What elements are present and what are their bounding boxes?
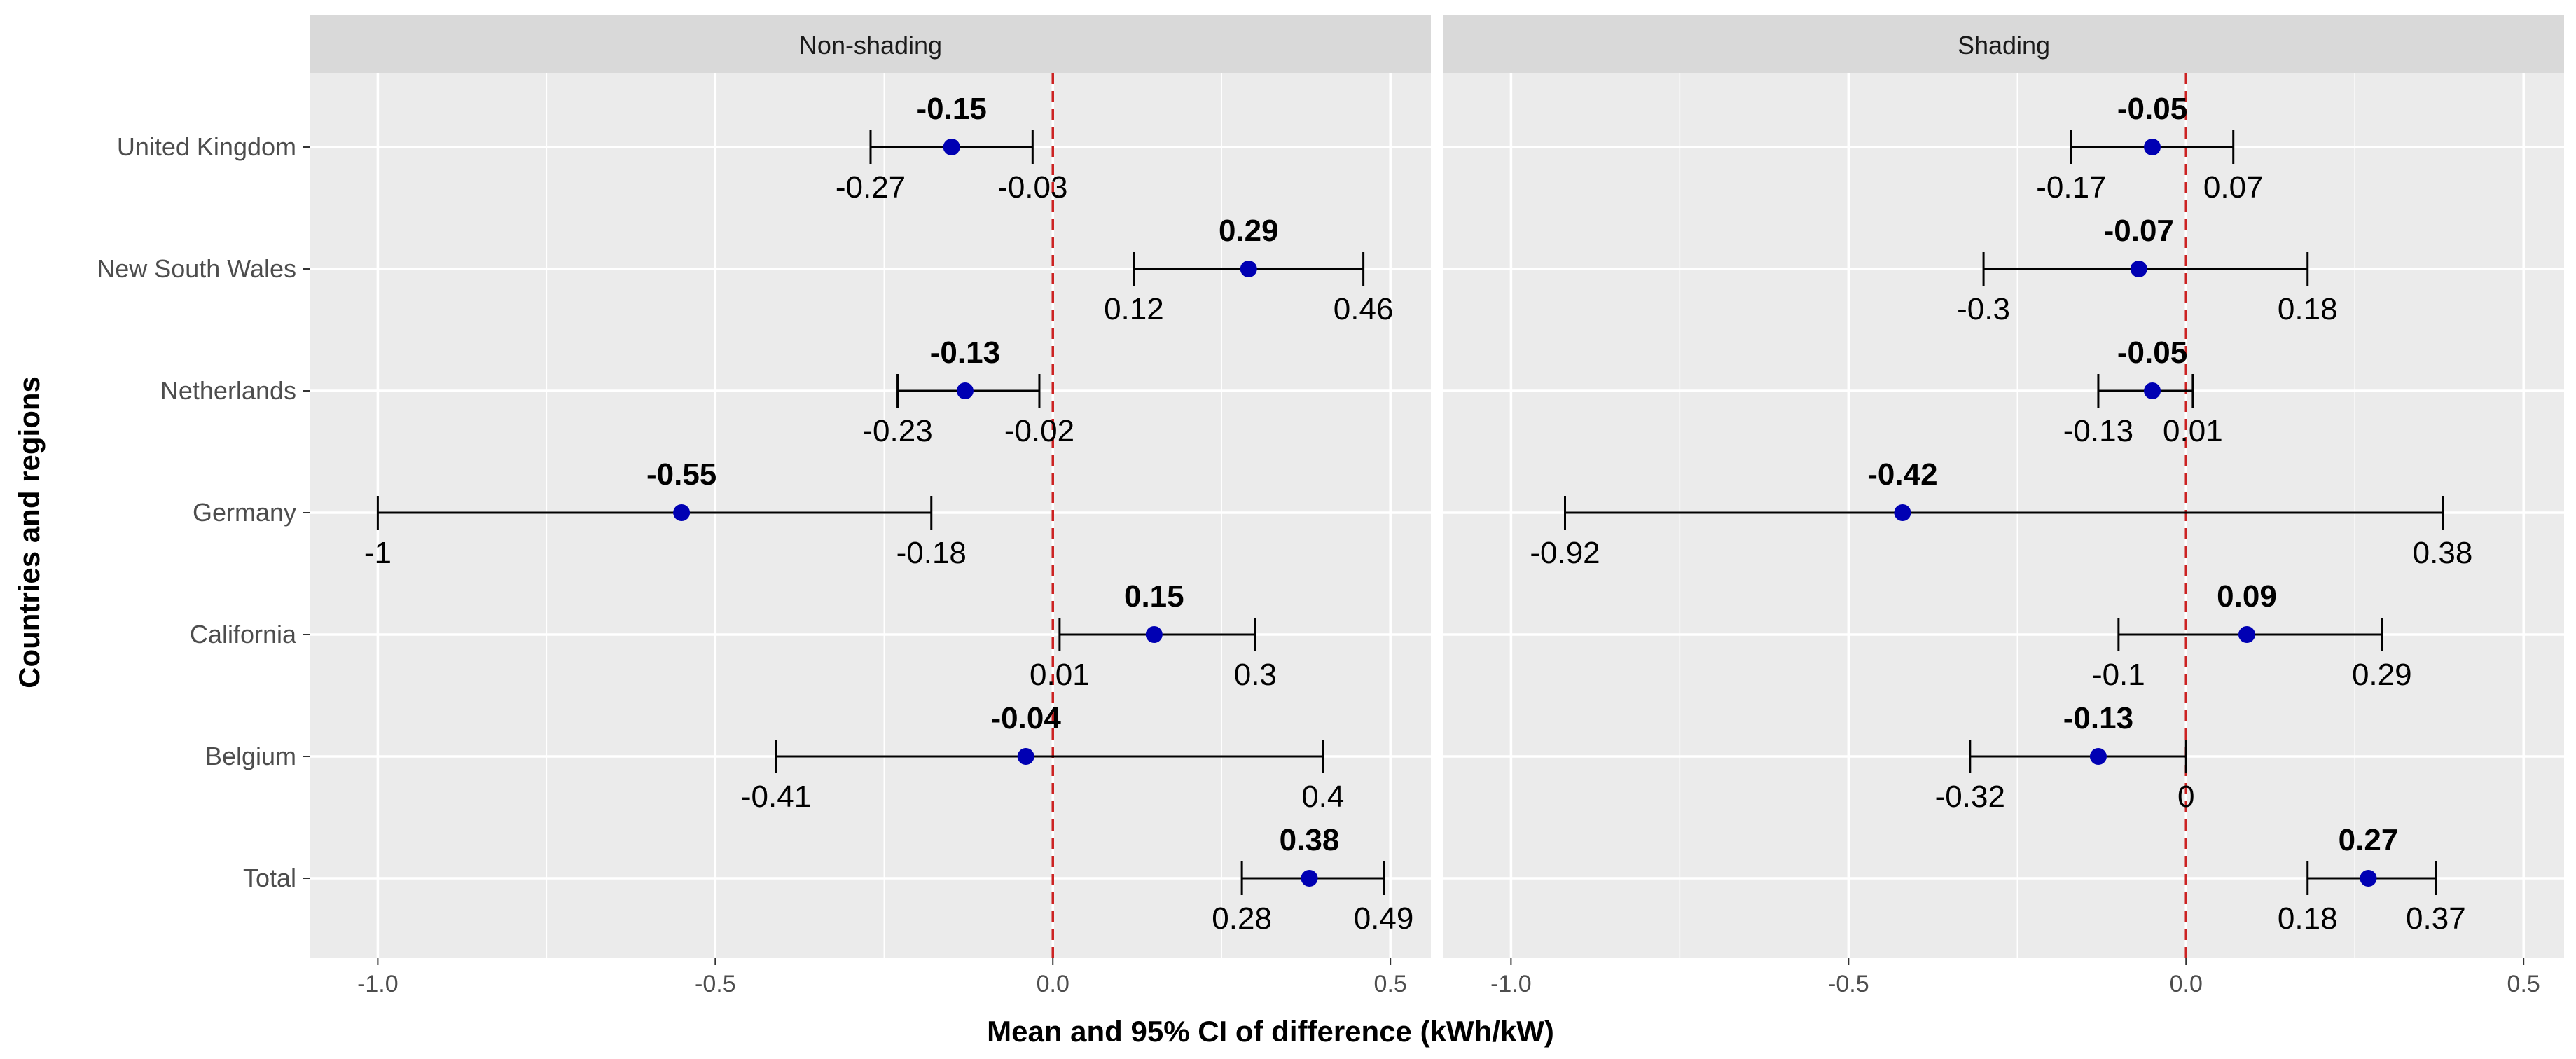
ci-upper-label-california: 0.3	[1234, 658, 1277, 692]
x-tick-label: -0.5	[695, 971, 736, 997]
ci-lower-label-california: 0.01	[1030, 658, 1090, 692]
mean-point-new-south-wales	[2130, 261, 2147, 277]
mean-label-belgium: -0.13	[2063, 701, 2133, 735]
x-tick-label: -1.0	[357, 971, 399, 997]
y-tick-label-california: California	[190, 620, 297, 649]
mean-point-united-kingdom	[943, 139, 960, 155]
ci-upper-label-netherlands: 0.01	[2163, 414, 2223, 448]
mean-label-california: 0.15	[1124, 579, 1184, 614]
ci-lower-label-germany: -1	[364, 536, 392, 570]
ci-lower-label-new-south-wales: 0.12	[1104, 292, 1164, 326]
ci-upper-label-belgium: 0.4	[1301, 780, 1344, 814]
strip-non-shading	[310, 15, 1431, 73]
y-tick-label-germany: Germany	[193, 498, 296, 527]
x-tick-label: -0.5	[1828, 971, 1869, 997]
ci-lower-label-united-kingdom: -0.17	[2036, 170, 2106, 205]
mean-label-united-kingdom: -0.15	[917, 92, 987, 126]
mean-label-belgium: -0.04	[991, 701, 1062, 735]
mean-point-netherlands	[956, 382, 974, 399]
x-tick-label: -1.0	[1490, 971, 1532, 997]
mean-label-germany: -0.55	[646, 457, 716, 492]
mean-label-united-kingdom: -0.05	[2117, 92, 2187, 126]
mean-point-belgium	[2089, 748, 2107, 765]
mean-label-new-south-wales: 0.29	[1219, 214, 1279, 248]
ci-lower-label-california: -0.1	[2092, 658, 2145, 692]
ci-lower-label-new-south-wales: -0.3	[1957, 292, 2010, 326]
ci-lower-label-belgium: -0.41	[741, 780, 811, 814]
mean-label-total: 0.38	[1280, 823, 1340, 857]
mean-point-netherlands	[2144, 382, 2161, 399]
ci-lower-label-total: 0.18	[2278, 901, 2338, 936]
ci-lower-label-total: 0.28	[1212, 901, 1272, 936]
panel-non-shading: Non-shading -1.0 -0.5 0.0 0.5 -0.15 -0.27 -0.03…	[310, 15, 1431, 997]
strip-label-shading: Shading	[1958, 31, 2050, 60]
ci-upper-label-california: 0.29	[2352, 658, 2412, 692]
mean-point-germany	[1894, 504, 1911, 521]
ci-upper-label-total: 0.49	[1354, 901, 1414, 936]
ci-lower-label-united-kingdom: -0.27	[836, 170, 906, 205]
panel-background-non-shading	[310, 73, 1431, 958]
ci-upper-label-belgium: 0	[2177, 780, 2194, 814]
mean-point-germany	[673, 504, 691, 521]
strip-label-non-shading: Non-shading	[799, 31, 942, 60]
x-tick-label: 0.5	[1374, 971, 1407, 997]
ci-upper-label-germany: 0.38	[2413, 536, 2473, 570]
y-tick-label-united-kingdom: United Kingdom	[117, 132, 296, 161]
mean-label-total: 0.27	[2339, 823, 2399, 857]
y-axis-title: Countries and regions	[13, 376, 46, 688]
ci-lower-label-netherlands: -0.13	[2063, 414, 2133, 448]
ci-upper-label-new-south-wales: 0.18	[2278, 292, 2338, 326]
y-tick-label-new-south-wales: New South Wales	[97, 254, 296, 283]
mean-point-united-kingdom	[2144, 139, 2161, 155]
x-tick-label: 0.5	[2507, 971, 2540, 997]
mean-label-netherlands: -0.05	[2117, 335, 2187, 370]
x-axis-title: Mean and 95% CI of difference (kWh/kW)	[987, 1015, 1554, 1048]
mean-label-germany: -0.42	[1867, 457, 1937, 492]
ci-upper-label-united-kingdom: -0.03	[997, 170, 1067, 205]
mean-point-california	[2238, 626, 2255, 643]
mean-label-california: 0.09	[2217, 579, 2277, 614]
ci-upper-label-germany: -0.18	[896, 536, 967, 570]
y-tick-label-belgium: Belgium	[205, 742, 296, 770]
x-tick-label: 0.0	[2170, 971, 2203, 997]
x-tick-label: 0.0	[1037, 971, 1069, 997]
ci-lower-label-belgium: -0.32	[1935, 780, 2005, 814]
mean-point-california	[1145, 626, 1163, 643]
mean-point-new-south-wales	[1240, 261, 1257, 277]
ci-lower-label-germany: -0.92	[1530, 536, 1600, 570]
ci-upper-label-netherlands: -0.02	[1004, 414, 1074, 448]
ci-upper-label-total: 0.37	[2406, 901, 2466, 936]
strip-shading	[1443, 15, 2564, 73]
ci-lower-label-netherlands: -0.23	[862, 414, 932, 448]
panel-shading: Shading -1.0 -0.5 0.0 0.5 -0.05 -0.17 0.07 -0.07…	[1443, 15, 2564, 997]
mean-point-total	[2360, 870, 2377, 887]
mean-label-new-south-wales: -0.07	[2104, 214, 2174, 248]
mean-point-belgium	[1017, 748, 1034, 765]
mean-point-total	[1301, 870, 1318, 887]
y-tick-label-total: Total	[243, 864, 296, 892]
y-tick-label-netherlands: Netherlands	[160, 376, 296, 405]
ci-upper-label-new-south-wales: 0.46	[1334, 292, 1394, 326]
mean-label-netherlands: -0.13	[930, 335, 1000, 370]
ci-upper-label-united-kingdom: 0.07	[2203, 170, 2264, 205]
panel-background-shading	[1443, 73, 2564, 958]
